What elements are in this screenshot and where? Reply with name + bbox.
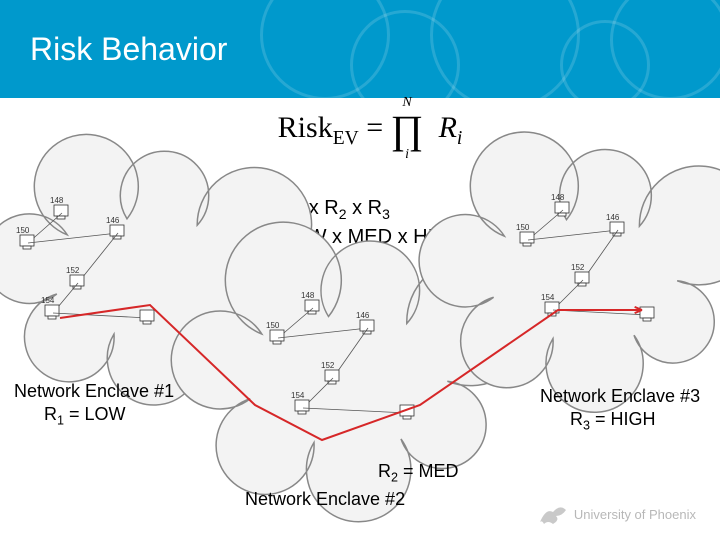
network-node-icon [305,300,319,314]
risk-equation-block: Risk.EV = R1 x R2 x R3 Risk.EV = LOW x M… [195,195,463,282]
network-node-icon [54,205,68,219]
node-label: 152 [321,361,335,370]
network-node-icon [400,405,414,419]
network-node-icon [640,307,654,321]
node-label: 154 [41,296,55,305]
node-label: 150 [266,321,280,330]
formula-lhs-sub: EV [333,128,359,149]
node-connector [553,280,583,310]
network-node-icon [520,232,534,246]
node-label: 150 [516,223,530,232]
eq-line-1: Risk.EV = R1 x R2 x R3 [195,195,463,224]
title-deco-circle [430,0,580,110]
node-label: 148 [301,291,315,300]
node-label: 146 [606,213,620,222]
node-connector [278,328,368,338]
logo: University of Phoenix [538,502,696,526]
enclave-2-title: Network Enclave #2 [245,488,405,511]
node-connector [28,213,62,243]
node-label: 154 [541,293,555,302]
network-node-icon [270,330,284,344]
formula-eq: = [366,111,383,144]
network-node-icon [360,320,374,334]
product-upper: N [391,96,424,110]
eq-line-3: Risk.EV = HIGH [195,253,463,282]
node-connector [333,328,368,378]
enclave-cloud [419,132,720,412]
title-bar: Risk Behavior [0,0,720,98]
network-node-icon [20,235,34,249]
page-title: Risk Behavior [0,31,227,68]
network-node-icon [325,370,339,384]
node-label: 148 [551,193,565,202]
node-connector [78,233,118,283]
network-node-icon [610,222,624,236]
main-formula: RiskEV = N ∏ i Ri [240,110,500,150]
node-connector [553,310,648,315]
node-connector [528,210,563,240]
node-connector [278,308,313,338]
network-node-icon [45,305,59,319]
network-node-icon [295,400,309,414]
logo-text: University of Phoenix [574,507,696,522]
node-label: 148 [50,196,64,205]
network-node-icon [555,202,569,216]
network-node-icon [545,302,559,316]
node-label: 154 [291,391,305,400]
formula-rhs-sub: i [457,128,462,149]
product-lower: i [391,148,424,162]
enclave-2-r-label: R2 = MED [378,460,459,486]
product-symbol: N ∏ i [391,110,424,150]
node-connector [53,283,78,313]
eq-line-2: Risk.EV = LOW x MED x HIGH [195,224,463,253]
network-node-icon [140,310,154,324]
enclave-3-title: Network Enclave #3 [540,385,700,408]
node-label: 146 [106,216,120,225]
node-label: 150 [16,226,30,235]
network-node-icon [575,272,589,286]
formula-lhs-prefix: Risk [278,111,333,144]
node-label: 146 [356,311,370,320]
network-node-icon [70,275,84,289]
enclave-1-label: Network Enclave #1 R1 = LOW [14,380,174,429]
node-label: 152 [66,266,80,275]
network-node-icon [110,225,124,239]
node-connector [583,230,618,280]
node-label: 152 [571,263,585,272]
node-connector [528,230,618,240]
enclave-1-title: Network Enclave #1 [14,380,174,403]
formula-rhs-prefix: R [439,111,457,144]
node-connector [303,408,408,413]
node-connector [28,233,118,243]
node-connector [303,378,333,408]
node-connector [53,313,148,318]
phoenix-icon [538,502,568,526]
risk-path-arrowhead [635,307,642,313]
enclave-3-label: Network Enclave #3 R3 = HIGH [540,385,700,434]
